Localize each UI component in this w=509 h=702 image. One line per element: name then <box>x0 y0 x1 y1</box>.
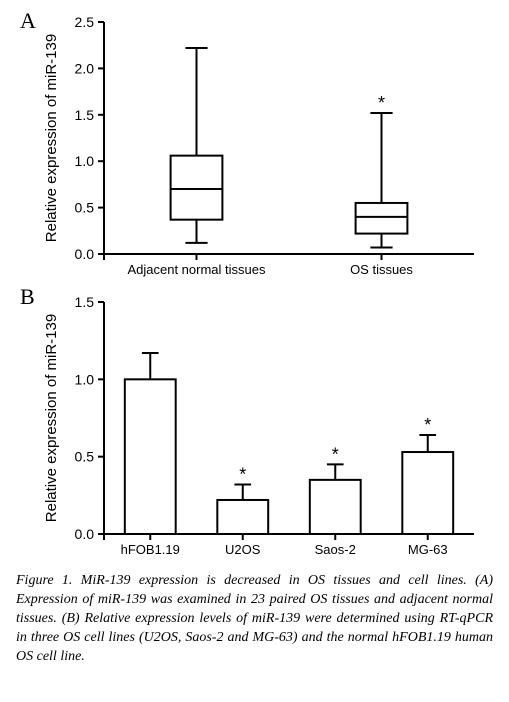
category-label: U2OS <box>225 542 261 557</box>
panel-a: A 0.0 0.5 1.0 1.5 2.0 2.5 Relative expression … <box>8 8 501 288</box>
category-label: Saos-2 <box>315 542 356 557</box>
significance-marker: * <box>332 444 339 464</box>
significance-marker: * <box>424 415 431 435</box>
y-axis-label: Relative expression of miR-139 <box>43 34 60 242</box>
significance-marker: * <box>378 93 385 113</box>
category-label: MG-63 <box>408 542 448 557</box>
y-tick-label: 1.0 <box>75 371 95 387</box>
panel-b: B 0.00.51.01.5Relative expression of miR… <box>8 288 501 568</box>
y-tick-label: 0.0 <box>75 246 95 262</box>
figure-caption: Figure 1. MiR-139 expression is decrease… <box>8 568 501 666</box>
y-axis-label: Relative expression of miR-139 <box>43 314 60 522</box>
bar <box>402 452 453 534</box>
panel-b-chart: 0.0 0.5 1.0 1.5 Relative expression of miR-1… <box>8 288 501 568</box>
bar <box>217 500 268 534</box>
y-tick-label: 2.0 <box>75 60 95 76</box>
y-tick-label: 1.0 <box>75 153 95 169</box>
panel-b-label: B <box>20 284 35 310</box>
boxplot-box <box>356 203 408 234</box>
boxplot-box <box>171 156 223 220</box>
y-tick-label: 1.5 <box>75 294 95 310</box>
bar <box>125 379 176 534</box>
y-tick-label: 1.5 <box>75 107 95 123</box>
category-label: Adjacent normal tissues <box>127 262 266 277</box>
bar <box>310 480 361 534</box>
y-tick-label: 0.5 <box>75 449 95 465</box>
y-tick-label: 2.5 <box>75 14 95 30</box>
category-label: OS tissues <box>350 262 413 277</box>
y-tick-label: 0.5 <box>75 200 95 216</box>
y-tick-label: 0.0 <box>75 526 95 542</box>
panel-a-label: A <box>20 8 36 34</box>
category-label: hFOB1.19 <box>121 542 180 557</box>
panel-a-chart: 0.0 0.5 1.0 1.5 2.0 2.5 Relative expression of… <box>8 8 501 288</box>
significance-marker: * <box>239 465 246 485</box>
